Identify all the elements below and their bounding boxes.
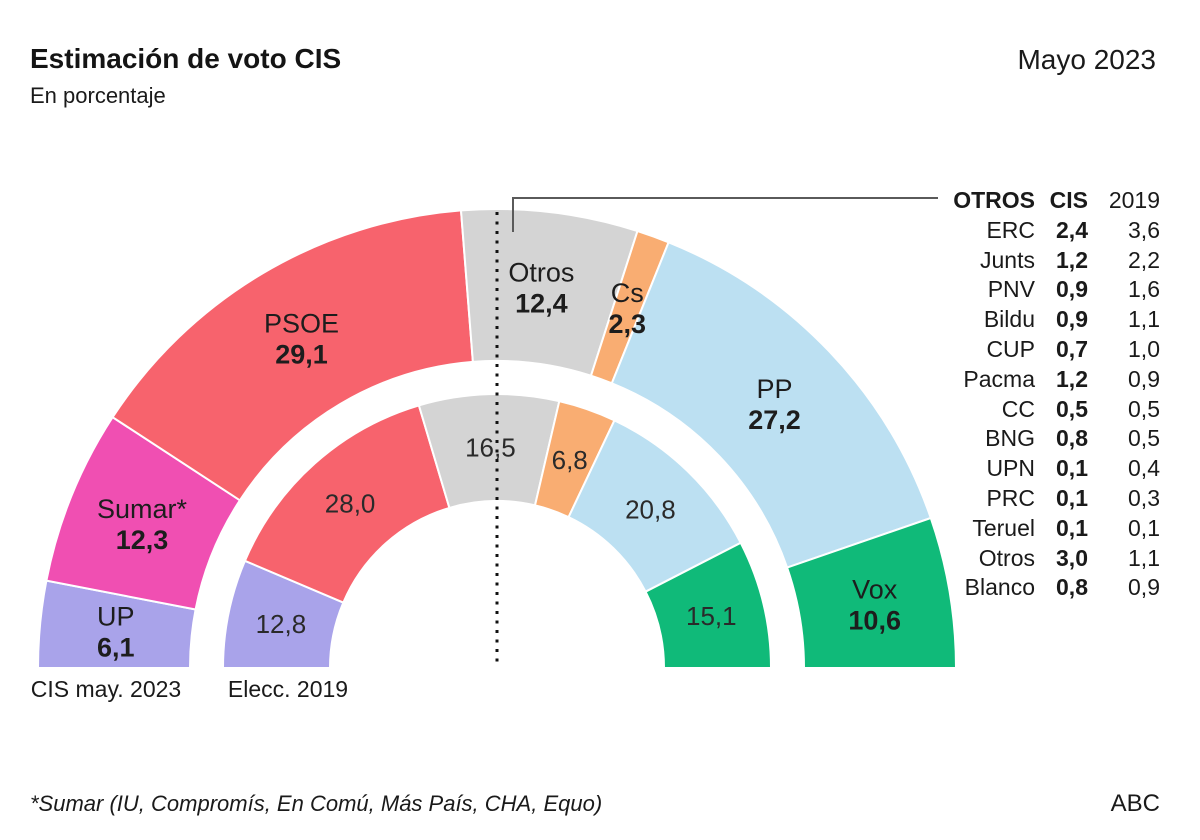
y2019-value: 0,5 bbox=[1128, 395, 1160, 422]
label-cis2023-psoe-name: PSOE bbox=[264, 309, 339, 339]
party-name: PNV bbox=[987, 276, 1035, 303]
segment-cis2023-vox bbox=[785, 516, 958, 669]
footer: *Sumar (IU, Compromís, En Comú, Más País… bbox=[30, 790, 1160, 818]
label-cis2023-vox-name: Vox bbox=[852, 575, 898, 605]
source-label: ABC bbox=[1110, 790, 1160, 817]
otros-table-row: Otros 3,0 1,1 bbox=[900, 544, 1160, 574]
y2019-column-header: 2019 bbox=[1108, 187, 1160, 213]
label-cis2023-otros-value: 12,4 bbox=[515, 289, 568, 319]
segment-elecc2019-vox bbox=[644, 541, 773, 669]
y2019-value: 2,2 bbox=[1128, 246, 1160, 273]
label-elecc2019-up-value: 12,8 bbox=[256, 609, 307, 639]
cis-value: 0,8 bbox=[1056, 425, 1088, 452]
y2019-value: 0,9 bbox=[1128, 365, 1160, 392]
date-label: Mayo 2023 bbox=[1017, 44, 1156, 75]
page-subtitle: En porcentaje bbox=[30, 82, 166, 108]
label-cis2023-pp-name: PP bbox=[756, 374, 792, 404]
label-cis2023-cs-name: Cs bbox=[611, 278, 644, 308]
party-name: Bildu bbox=[983, 306, 1035, 333]
cis-value: 0,8 bbox=[1056, 574, 1088, 601]
y2019-value: 1,1 bbox=[1128, 544, 1160, 571]
party-name: Pacma bbox=[963, 365, 1035, 392]
header-left: Estimación de voto CIS En porcentaje bbox=[30, 43, 342, 109]
party-name: Teruel bbox=[972, 514, 1035, 541]
otros-table-row: CUP 0,7 1,0 bbox=[900, 335, 1160, 365]
label-cis2023-pp-value: 27,2 bbox=[748, 405, 801, 435]
y2019-value: 0,5 bbox=[1128, 425, 1160, 452]
cis-value: 0,9 bbox=[1056, 306, 1088, 333]
party-name: UPN bbox=[986, 455, 1035, 482]
party-name: PRC bbox=[986, 484, 1035, 511]
y2019-value: 3,6 bbox=[1128, 216, 1160, 243]
party-name: ERC bbox=[986, 216, 1035, 243]
cis-value: 0,5 bbox=[1056, 395, 1088, 422]
label-cis2023-up-name: UP bbox=[97, 601, 135, 631]
y2019-value: 0,9 bbox=[1128, 574, 1160, 601]
y2019-value: 1,0 bbox=[1128, 335, 1160, 362]
otros-table-row: Pacma 1,2 0,9 bbox=[900, 365, 1160, 395]
y2019-value: 1,1 bbox=[1128, 306, 1160, 333]
header: Estimación de voto CIS En porcentaje May… bbox=[30, 43, 1156, 109]
otros-table-row: ERC 2,4 3,6 bbox=[900, 216, 1160, 246]
ring-label-cis-2023: CIS may. 2023 bbox=[31, 676, 181, 702]
cis-column-header: CIS bbox=[1049, 187, 1088, 213]
y2019-value: 0,3 bbox=[1128, 484, 1160, 511]
otros-table-row: UPN 0,1 0,4 bbox=[900, 454, 1160, 484]
cis-value: 1,2 bbox=[1056, 246, 1088, 273]
y2019-value: 0,4 bbox=[1128, 455, 1160, 482]
otros-table-row: Blanco 0,8 0,9 bbox=[900, 573, 1160, 603]
ring-label-elecc-2019: Elecc. 2019 bbox=[228, 676, 348, 702]
cis-value: 0,7 bbox=[1056, 335, 1088, 362]
otros-table-row: CC 0,5 0,5 bbox=[900, 395, 1160, 425]
label-elecc2019-psoe-value: 28,0 bbox=[325, 489, 376, 519]
party-name: Junts bbox=[980, 246, 1035, 273]
sumar-footnote: *Sumar (IU, Compromís, En Comú, Más País… bbox=[30, 791, 603, 816]
label-cis2023-otros-name: Otros bbox=[508, 258, 574, 288]
label-elecc2019-vox-value: 15,1 bbox=[686, 601, 737, 631]
party-name: Otros bbox=[978, 544, 1035, 571]
label-cis2023-sumar-value: 12,3 bbox=[116, 525, 169, 555]
otros-table-row: BNG 0,8 0,5 bbox=[900, 424, 1160, 454]
label-cis2023-up-value: 6,1 bbox=[97, 632, 135, 662]
cis-value: 0,1 bbox=[1056, 514, 1088, 541]
otros-table-row: Junts 1,2 2,2 bbox=[900, 246, 1160, 276]
otros-table-header: OTROS CIS 2019 bbox=[900, 186, 1160, 216]
otros-table-body: ERC 2,4 3,6 Junts 1,2 2,2 PNV 0,9 1,6 Bildu 0,9 1,1… bbox=[900, 216, 1160, 603]
label-cis2023-sumar-name: Sumar* bbox=[97, 494, 188, 524]
party-name: BNG bbox=[985, 425, 1035, 452]
otros-table-row: PNV 0,9 1,6 bbox=[900, 275, 1160, 305]
label-elecc2019-pp-value: 20,8 bbox=[625, 495, 676, 525]
label-cis2023-cs-value: 2,3 bbox=[609, 309, 647, 339]
page-title: Estimación de voto CIS bbox=[30, 43, 342, 74]
cis-value: 2,4 bbox=[1056, 216, 1088, 243]
chart-segments bbox=[36, 207, 958, 669]
label-elecc2019-cs-value: 6,8 bbox=[552, 445, 588, 475]
otros-table-row: PRC 0,1 0,3 bbox=[900, 484, 1160, 514]
label-cis2023-vox-value: 10,6 bbox=[848, 606, 901, 636]
otros-leader-line bbox=[512, 197, 938, 232]
otros-breakdown-table: OTROS CIS 2019 ERC 2,4 3,6 Junts 1,2 2,2 PNV 0,… bbox=[900, 186, 1160, 603]
cis-value: 1,2 bbox=[1056, 365, 1088, 392]
otros-table-row: Bildu 0,9 1,1 bbox=[900, 305, 1160, 335]
y2019-value: 0,1 bbox=[1128, 514, 1160, 541]
party-name: CC bbox=[1001, 395, 1035, 422]
cis-value: 0,9 bbox=[1056, 276, 1088, 303]
y2019-value: 1,6 bbox=[1128, 276, 1160, 303]
label-elecc2019-otros-value: 16,5 bbox=[465, 433, 516, 463]
cis-value: 0,1 bbox=[1056, 455, 1088, 482]
cis-value: 0,1 bbox=[1056, 484, 1088, 511]
label-cis2023-psoe-value: 29,1 bbox=[275, 340, 328, 370]
otros-table-row: Teruel 0,1 0,1 bbox=[900, 514, 1160, 544]
party-name: Blanco bbox=[964, 574, 1035, 601]
party-name: CUP bbox=[986, 335, 1035, 362]
otros-header-label: OTROS bbox=[953, 187, 1035, 213]
cis-value: 3,0 bbox=[1056, 544, 1088, 571]
